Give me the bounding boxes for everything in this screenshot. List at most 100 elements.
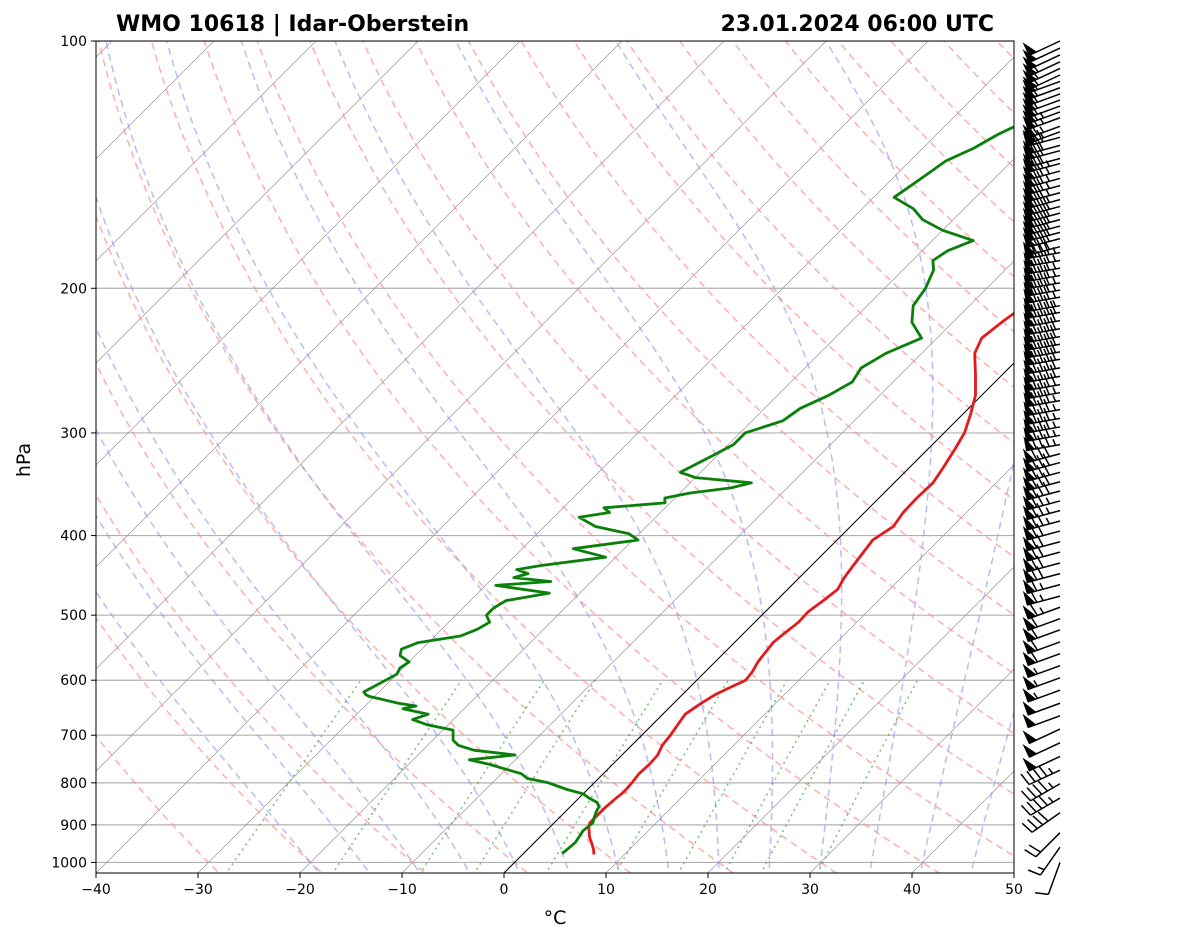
wind-barb-flag <box>1022 466 1036 482</box>
y-tick-label: 100 <box>60 34 87 50</box>
wind-barb-full <box>1036 435 1044 448</box>
moist-adiabat-line <box>919 457 1014 873</box>
wind-barb <box>1022 675 1061 691</box>
wind-barb-half <box>1037 866 1045 871</box>
wind-barb-full <box>1020 790 1032 802</box>
wind-barb-full <box>1036 493 1044 506</box>
moist-adiabat-line <box>96 514 371 873</box>
y-tick-label: 300 <box>60 426 87 442</box>
wind-barb-full <box>1028 844 1041 853</box>
dry-adiabat-line <box>995 41 1014 60</box>
wind-barb-full <box>1043 382 1050 395</box>
mixing-ratio-line <box>225 679 362 873</box>
wind-barb-full <box>1043 373 1050 387</box>
wind-barb-full <box>1026 787 1037 798</box>
wind-barb-full <box>1049 308 1057 322</box>
wind-barb <box>1023 416 1061 434</box>
wind-barb-half <box>1045 182 1051 189</box>
wind-barb-full <box>1036 319 1044 333</box>
wind-barb-flag <box>1022 485 1036 501</box>
wind-barb-half <box>1052 387 1057 394</box>
chart-title-station: WMO 10618 | Idar-Oberstein <box>116 12 469 37</box>
wind-barb-staff <box>1028 769 1061 786</box>
mixing-ratio-line <box>677 679 788 873</box>
wind-barb-full <box>1049 340 1057 353</box>
wind-barb-full <box>1036 327 1044 340</box>
x-tick-label: 20 <box>699 882 717 898</box>
wind-barb-half <box>1047 782 1054 789</box>
dry-adiabat-line <box>731 41 1014 333</box>
wind-barb-staff <box>1035 832 1061 858</box>
wind-barb <box>1023 407 1061 426</box>
wind-barb-half <box>1052 300 1057 307</box>
isotherm-line <box>96 41 521 466</box>
wind-barb-flag <box>1022 730 1038 745</box>
isotherm-line <box>96 41 725 670</box>
wind-barb <box>1022 626 1061 643</box>
dry-adiabat-line <box>626 41 1014 445</box>
x-tick-label: 50 <box>1005 882 1023 898</box>
wind-barb <box>1022 67 1061 84</box>
wind-barb-half <box>1045 517 1051 525</box>
wind-barb-full <box>1020 804 1032 816</box>
dry-adiabat-line <box>1085 24 1181 880</box>
wind-barb-half <box>1052 254 1057 262</box>
moist-adiabat-line <box>970 709 1014 873</box>
wind-barb-half <box>1052 291 1057 299</box>
moist-adiabat-line <box>240 41 670 873</box>
wind-barb-half <box>1048 767 1054 774</box>
wind-barb-full <box>1032 815 1044 826</box>
wind-barb-full <box>1049 347 1057 361</box>
wind-barb-full <box>1037 795 1048 806</box>
wind-barb-full <box>1043 257 1050 271</box>
wind-barb-half <box>1045 196 1051 203</box>
wind-barb-half <box>1045 189 1051 196</box>
temperature-profile <box>587 311 1014 855</box>
y-tick-label: 700 <box>60 728 87 744</box>
wind-barb-full <box>1026 801 1037 813</box>
isotherm-line <box>605 464 1014 873</box>
wind-barb-full <box>1036 311 1044 324</box>
wind-barb <box>1022 701 1061 716</box>
wind-barb-half <box>1045 497 1051 505</box>
wind-barb-full <box>1027 869 1041 876</box>
isotherm-line <box>96 41 827 772</box>
dry-adiabat-line <box>96 616 324 873</box>
mixing-ratio-line <box>419 679 545 873</box>
wind-barb-full <box>1036 129 1044 143</box>
y-axis-label: hPa <box>13 443 35 477</box>
wind-barb-full <box>1036 163 1044 176</box>
wind-barb-full <box>1036 342 1044 356</box>
wind-barb <box>1022 638 1061 655</box>
moist-adiabat-line <box>96 590 321 873</box>
wind-barb-full <box>1029 603 1039 616</box>
isotherm-line <box>0 41 10 873</box>
wind-barb <box>1022 742 1061 758</box>
wind-barb-full <box>1043 309 1050 323</box>
wind-barb-full <box>1043 389 1050 403</box>
wind-barb-full <box>1043 365 1050 379</box>
wind-barb-full <box>1036 358 1044 372</box>
wind-barb-staff <box>1031 812 1061 833</box>
moist-adiabat-line <box>96 428 421 873</box>
wind-barb-full <box>1020 773 1030 785</box>
wind-barb-half <box>1045 507 1051 514</box>
wind-barb <box>1022 472 1061 492</box>
wind-barb-full <box>1036 417 1044 431</box>
wind-barb-half <box>1045 167 1051 175</box>
wind-barb-full <box>1042 472 1051 485</box>
dry-adiabat-line <box>573 41 1014 501</box>
wind-barb-full <box>1036 474 1044 487</box>
wind-barb-full <box>1036 266 1044 279</box>
moist-adiabat-line <box>96 194 521 873</box>
wind-barb-full <box>1043 249 1050 263</box>
isotherm-line <box>96 41 623 568</box>
axis-ticks: −40 −30 −20 −10 0 10 20 30 40 50 100 200 300 400 500 60… <box>51 34 1023 898</box>
dry-adiabat-line <box>784 41 1014 278</box>
wind-barb-flag <box>1022 579 1036 595</box>
isotherm-line <box>96 41 317 262</box>
wind-barb-full <box>1042 237 1051 250</box>
wind-barb-full <box>1042 463 1051 476</box>
wind-barb-flag <box>1022 124 1037 139</box>
